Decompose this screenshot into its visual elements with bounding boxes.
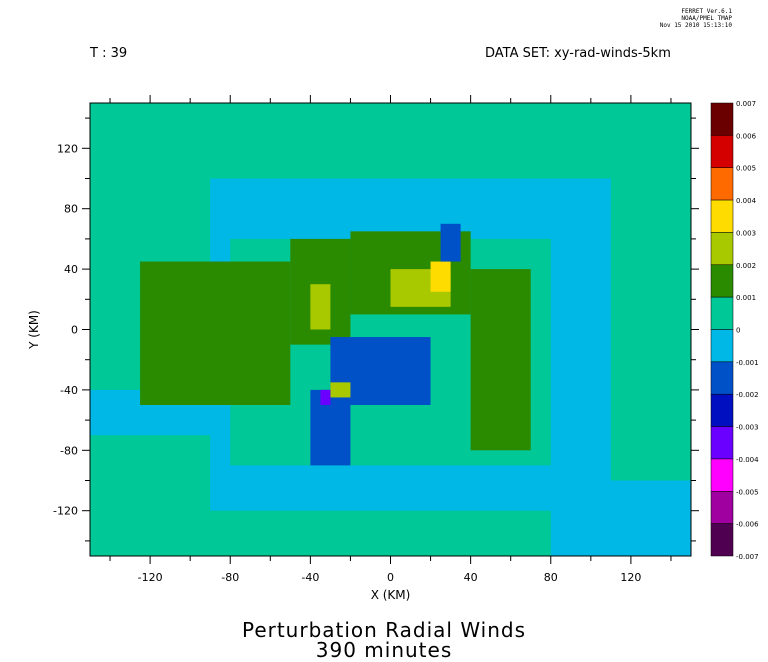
y-axis-label: Y (KM)	[27, 310, 41, 350]
colorbar-swatch	[710, 167, 734, 201]
colorbar-label: 0	[736, 327, 740, 335]
field-region	[310, 284, 331, 330]
stamp-line: NOAA/PMEL TMAP	[681, 15, 732, 22]
chart-subtitle: 390 minutes	[315, 638, 453, 662]
colorbar-swatch	[710, 199, 734, 233]
field-region	[440, 223, 461, 262]
colorbar-label: 0.007	[736, 100, 756, 108]
field-region	[140, 261, 291, 405]
colorbar-label: -0.005	[736, 488, 759, 496]
colorbar-swatch	[710, 102, 734, 136]
colorbar-swatch	[710, 264, 734, 298]
colorbar-label: 0.005	[736, 165, 756, 173]
x-tick-label: -80	[221, 571, 239, 584]
colorbar-label: -0.002	[736, 391, 759, 399]
colorbar-label: -0.004	[736, 456, 759, 464]
colorbar-label: 0.003	[736, 229, 756, 237]
colorbar-swatch	[710, 232, 734, 266]
colorbar-label: -0.006	[736, 521, 759, 529]
colorbar-swatch	[710, 361, 734, 395]
chart-title: Perturbation Radial Winds	[241, 618, 527, 642]
colorbar-label: -0.007	[736, 553, 759, 561]
dataset-label: DATA SET: xy-rad-winds-5km	[485, 46, 671, 61]
field-region	[320, 389, 331, 405]
y-tick-label: 0	[71, 324, 78, 337]
y-tick-label: -40	[60, 384, 78, 397]
colorbar-swatch	[710, 296, 734, 330]
y-tick-label: 80	[64, 203, 78, 216]
colorbar-swatch	[710, 458, 734, 492]
x-tick-label: -120	[138, 571, 163, 584]
colorbar-swatch	[710, 135, 734, 168]
field-region	[550, 480, 691, 556]
x-tick-label: 40	[464, 571, 478, 584]
x-axis-label: X (KM)	[371, 588, 411, 602]
colorbar-label: 0.001	[736, 294, 756, 302]
colorbar-swatch	[710, 523, 734, 557]
colorbar-swatch	[710, 329, 734, 363]
colorbar-label: 0.004	[736, 197, 757, 205]
y-tick-label: -120	[53, 505, 78, 518]
colorbar-label: 0.006	[736, 132, 757, 140]
colorbar-label: -0.001	[736, 359, 759, 367]
y-tick-label: -80	[60, 444, 78, 457]
x-tick-label: 0	[387, 571, 394, 584]
stamp-line: FERRET Ver.6.1	[681, 8, 732, 15]
colorbar-label: -0.003	[736, 424, 759, 432]
colorbar-swatch	[710, 393, 734, 427]
x-tick-label: 120	[620, 571, 641, 584]
field-region	[430, 261, 451, 292]
y-tick-label: 40	[64, 263, 78, 276]
time-label: T : 39	[90, 46, 128, 61]
field-region	[310, 389, 351, 466]
x-tick-label: 80	[544, 571, 558, 584]
stamp-line: Nov 15 2010 15:13:10	[659, 22, 732, 29]
field-region	[470, 269, 531, 451]
ferret-stamp: FERRET Ver.6.1 NOAA/PMEL TMAP Nov 15 201…	[612, 8, 732, 29]
field-region	[330, 382, 351, 398]
y-tick-label: 120	[57, 142, 78, 155]
colorbar-swatch	[710, 426, 734, 460]
colorbar-label: 0.002	[736, 262, 756, 270]
x-tick-label: -40	[301, 571, 319, 584]
colorbar-swatch	[710, 491, 734, 524]
